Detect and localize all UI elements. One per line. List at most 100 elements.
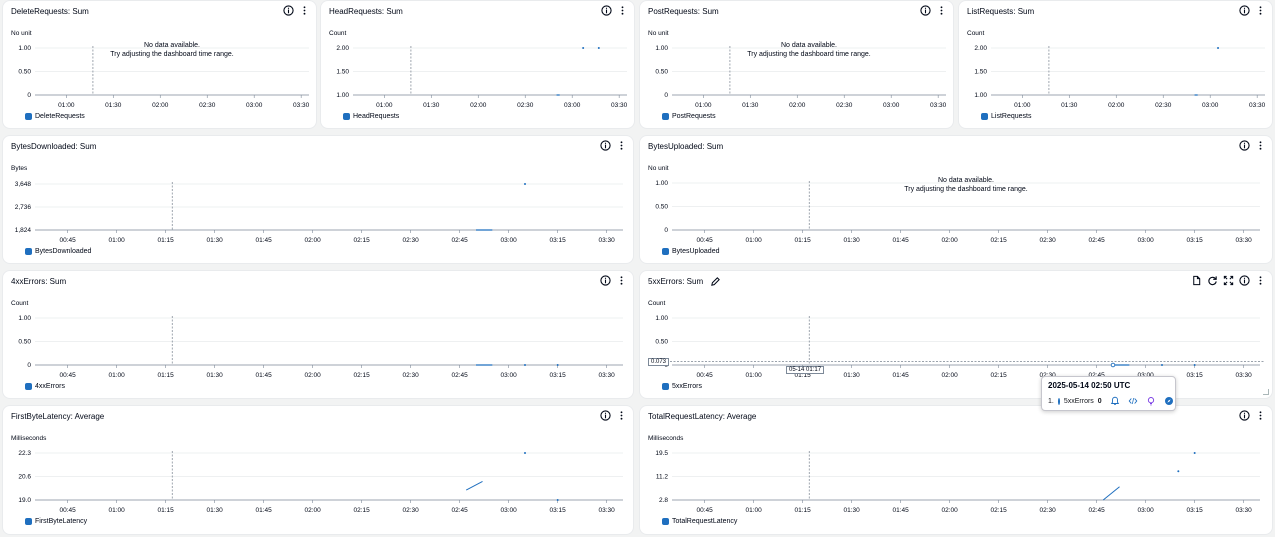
more-icon[interactable] (1255, 410, 1266, 421)
widget-delete: DeleteRequests: Sum No unit 1.00 0.50 0 01:00… (2, 0, 317, 129)
legend-item[interactable]: PostRequests (662, 113, 716, 120)
legend-item[interactable]: ListRequests (981, 113, 1031, 120)
widget-head: HeadRequests: Sum Count 2.00 1.50 1.00 01:00 0… (320, 0, 635, 129)
legend-item[interactable]: FirstByteLatency (25, 518, 87, 525)
chart-4xx[interactable]: Count 1.00 0.50 0 00:45 01:00 01:15 01:30 01:45 0… (3, 271, 634, 399)
more-icon[interactable] (1255, 140, 1266, 151)
widget-title: 4xxErrors: Sum (11, 277, 67, 286)
legend-item[interactable]: HeadRequests (343, 113, 399, 120)
chart-delete[interactable]: No unit 1.00 0.50 0 01:00 01:30 02:00 02:30 03:0… (3, 1, 317, 129)
legend-label: 4xxErrors (35, 383, 65, 390)
more-icon[interactable] (936, 5, 947, 16)
legend-item[interactable]: 4xxErrors (25, 383, 65, 390)
more-icon[interactable] (616, 140, 627, 151)
more-icon[interactable] (1255, 5, 1266, 16)
more-icon[interactable] (616, 275, 627, 286)
no-data-line2: Try adjusting the dashboard time range. (747, 51, 871, 59)
edit-icon[interactable] (710, 276, 721, 287)
x-tick-label: 00:45 (60, 507, 77, 514)
hover-x-label: 05-14 01:17 (786, 366, 825, 374)
expand-icon[interactable] (1223, 275, 1234, 286)
info-icon[interactable] (600, 140, 611, 151)
info-icon[interactable] (600, 410, 611, 421)
y-unit-label: Count (967, 30, 985, 37)
x-tick-label: 03:30 (599, 237, 616, 244)
y-unit-label: No unit (648, 30, 669, 37)
x-tick-label: 01:15 (795, 237, 812, 244)
chart-trl[interactable]: Milliseconds 19.5 11.2 2.8 00:45 01:00 01:15 01… (640, 406, 1273, 535)
lightbulb-icon[interactable] (1146, 396, 1156, 406)
x-tick-label: 03:30 (1236, 237, 1253, 244)
file-icon[interactable] (1191, 275, 1202, 286)
code-icon[interactable] (1128, 396, 1138, 406)
x-tick-label: 02:45 (1089, 372, 1106, 379)
legend-swatch (662, 113, 669, 120)
x-tick-label: 01:15 (795, 507, 812, 514)
info-icon[interactable] (1239, 275, 1250, 286)
x-tick-label: 03:00 (1138, 507, 1155, 514)
x-tick-label: 01:15 (795, 372, 812, 379)
chart-post[interactable]: No unit 1.00 0.50 0 01:00 01:30 02:00 02:30 03:0… (640, 1, 954, 129)
legend-item[interactable]: DeleteRequests (25, 113, 85, 120)
x-tick-label: 03:30 (611, 102, 628, 109)
widget-actions (600, 410, 627, 421)
y-tick-label: 1.00 (655, 45, 668, 52)
info-icon[interactable] (1239, 410, 1250, 421)
info-icon[interactable] (920, 5, 931, 16)
chart-bytesdown[interactable]: Bytes 3,648 2,736 1,824 00:45 01:00 01:15 01:30… (3, 136, 634, 264)
legend-item[interactable]: BytesDownloaded (25, 248, 91, 255)
chart-5xx[interactable]: Count1.000.50000:4501:0001:1501:3001:450… (640, 271, 1273, 399)
legend-item[interactable]: 5xxErrors (662, 383, 702, 390)
chart-head[interactable]: Count 2.00 1.50 1.00 01:00 01:30 02:00 02:30 03:… (321, 1, 635, 129)
legend-item[interactable]: TotalRequestLatency (662, 518, 737, 525)
legend-item[interactable]: BytesUploaded (662, 248, 719, 255)
y-tick-label: 1.00 (974, 92, 987, 99)
x-tick-label: 02:00 (789, 102, 806, 109)
x-tick-label: 02:15 (991, 507, 1008, 514)
widget-title: BytesDownloaded: Sum (11, 142, 97, 151)
x-tick-label: 01:30 (742, 102, 759, 109)
resize-handle[interactable] (1263, 389, 1269, 395)
legend-label: BytesDownloaded (35, 248, 92, 255)
alarm-bell-icon[interactable] (1110, 396, 1120, 406)
refresh-icon[interactable] (1207, 275, 1218, 286)
info-icon[interactable] (283, 5, 294, 16)
chart-fbl[interactable]: Milliseconds 22.3 20.6 19.0 00:45 01:00 01:15 0… (3, 406, 634, 535)
more-icon[interactable] (617, 5, 628, 16)
x-tick-label: 01:00 (109, 507, 126, 514)
widget-title: HeadRequests: Sum (329, 7, 403, 16)
y-tick-label: 0.50 (655, 204, 668, 211)
info-icon[interactable] (601, 5, 612, 16)
x-tick-label: 03:15 (550, 237, 567, 244)
chart-list[interactable]: Count 2.00 1.50 1.00 01:00 01:30 02:00 02:30 03:… (959, 1, 1273, 129)
x-tick-label: 02:45 (1089, 507, 1106, 514)
x-tick-label: 02:30 (403, 507, 420, 514)
y-tick-label: 0.50 (18, 339, 31, 346)
y-tick-label: 0 (664, 92, 668, 99)
y-unit-label: Count (11, 300, 29, 307)
x-tick-label: 00:45 (60, 237, 77, 244)
more-icon[interactable] (616, 410, 627, 421)
widget-list: ListRequests: Sum Count 2.00 1.50 1.00 01:00 0… (958, 0, 1273, 129)
x-tick-label: 01:30 (207, 507, 224, 514)
widget-title: FirstByteLatency: Average (11, 412, 105, 421)
y-tick-label: 1.50 (336, 69, 349, 76)
widget-actions (600, 140, 627, 151)
x-tick-label: 01:45 (893, 507, 910, 514)
tooltip-metric: 5xxErrors (1063, 397, 1094, 405)
more-icon[interactable] (299, 5, 310, 16)
legend-label: HeadRequests (353, 113, 400, 120)
compass-icon[interactable] (1164, 396, 1174, 406)
widget-title: ListRequests: Sum (967, 7, 1035, 16)
widget-post: PostRequests: Sum No unit 1.00 0.50 0 01:00 01… (639, 0, 954, 129)
chart-bytesup[interactable]: No unit 1.00 0.50 0 00:45 01:00 01:15 01:30 01:4… (640, 136, 1273, 264)
no-data-line1: No data available. (143, 42, 201, 49)
more-icon[interactable] (1255, 275, 1266, 286)
x-tick-label: 02:30 (1155, 102, 1172, 109)
info-icon[interactable] (1239, 140, 1250, 151)
x-tick-label: 01:30 (844, 237, 861, 244)
info-icon[interactable] (600, 275, 611, 286)
y-tick-label: 2.00 (336, 45, 349, 52)
info-icon[interactable] (1239, 5, 1250, 16)
x-tick-label: 03:00 (564, 102, 581, 109)
